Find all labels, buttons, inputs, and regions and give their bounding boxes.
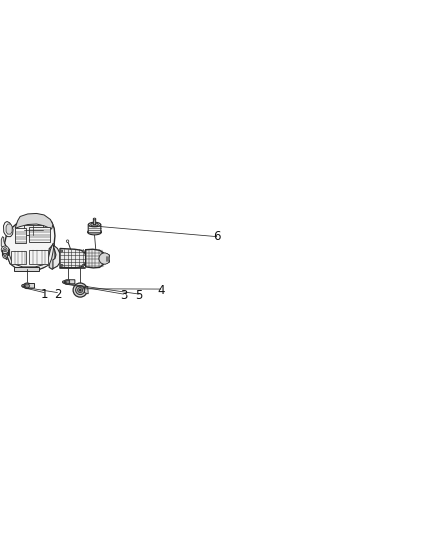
Circle shape <box>82 250 84 252</box>
Circle shape <box>78 287 83 293</box>
Circle shape <box>61 251 62 252</box>
Text: 2: 2 <box>54 288 61 301</box>
Polygon shape <box>49 244 55 269</box>
Polygon shape <box>4 222 13 237</box>
Polygon shape <box>86 249 105 268</box>
Circle shape <box>4 255 6 257</box>
FancyBboxPatch shape <box>88 224 101 233</box>
Polygon shape <box>15 213 53 229</box>
Ellipse shape <box>93 218 96 220</box>
Circle shape <box>83 265 84 266</box>
Ellipse shape <box>64 280 71 284</box>
Circle shape <box>61 265 62 266</box>
Ellipse shape <box>63 281 65 283</box>
Circle shape <box>3 248 7 252</box>
Polygon shape <box>6 224 12 234</box>
Text: 6: 6 <box>213 230 220 243</box>
Circle shape <box>66 240 69 243</box>
Ellipse shape <box>91 223 98 226</box>
Polygon shape <box>24 224 43 235</box>
Ellipse shape <box>21 285 25 287</box>
Ellipse shape <box>24 283 31 288</box>
Text: 4: 4 <box>157 284 165 297</box>
Circle shape <box>99 253 110 264</box>
Polygon shape <box>15 228 26 244</box>
FancyBboxPatch shape <box>93 219 95 224</box>
Ellipse shape <box>65 280 70 284</box>
Polygon shape <box>7 244 54 269</box>
Polygon shape <box>53 245 60 269</box>
Ellipse shape <box>25 284 30 287</box>
Circle shape <box>99 253 110 264</box>
Polygon shape <box>29 227 50 241</box>
Text: 1: 1 <box>40 288 48 301</box>
Polygon shape <box>4 216 55 269</box>
Polygon shape <box>4 244 7 260</box>
Circle shape <box>4 249 6 251</box>
Polygon shape <box>29 250 48 264</box>
Text: 5: 5 <box>135 289 143 302</box>
FancyBboxPatch shape <box>28 284 35 288</box>
Circle shape <box>76 286 85 295</box>
Ellipse shape <box>88 229 102 235</box>
Polygon shape <box>14 267 39 271</box>
Circle shape <box>100 254 109 263</box>
Circle shape <box>83 251 84 252</box>
Text: 3: 3 <box>120 289 127 302</box>
Polygon shape <box>11 251 26 264</box>
Circle shape <box>1 246 9 254</box>
Polygon shape <box>1 237 7 248</box>
Circle shape <box>61 250 63 252</box>
Circle shape <box>102 255 108 262</box>
Polygon shape <box>84 286 88 294</box>
Circle shape <box>3 254 7 259</box>
Circle shape <box>61 264 63 266</box>
Polygon shape <box>60 248 86 268</box>
Circle shape <box>73 283 87 297</box>
FancyBboxPatch shape <box>69 280 75 284</box>
Circle shape <box>82 264 84 266</box>
Ellipse shape <box>88 222 101 227</box>
Circle shape <box>79 289 81 291</box>
